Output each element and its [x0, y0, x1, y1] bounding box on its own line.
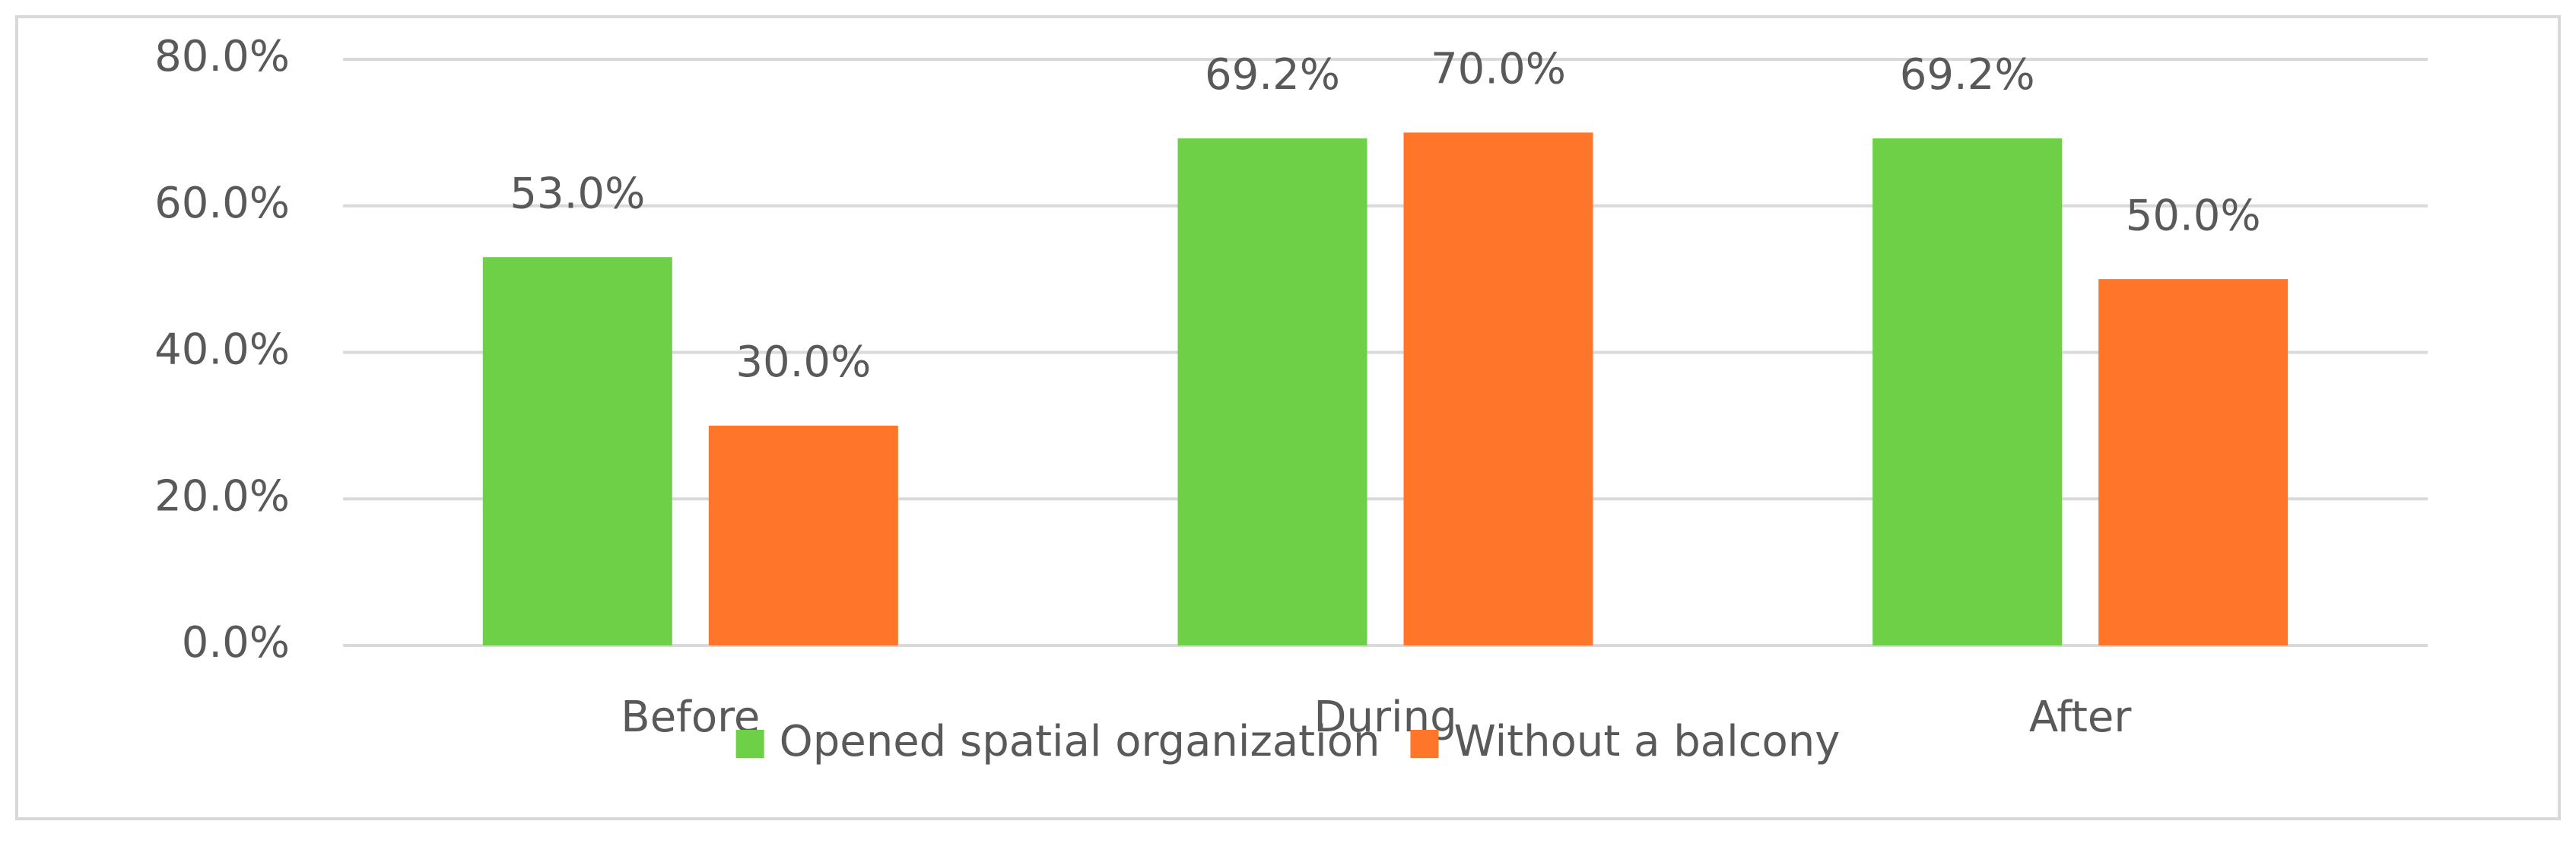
bar: [1403, 132, 1593, 645]
y-tick-label: 20.0%: [154, 471, 290, 521]
value-label: 53.0%: [510, 169, 645, 218]
value-label: 69.2%: [1900, 50, 2035, 100]
y-tick-label: 60.0%: [154, 179, 290, 228]
x-tick-label: After: [2029, 693, 2132, 742]
legend-marker: [735, 730, 764, 758]
bar: [1872, 138, 2063, 645]
bar: [708, 425, 898, 645]
value-label: 69.2%: [1205, 50, 1340, 100]
value-label: 30.0%: [735, 338, 871, 387]
bar: [482, 257, 672, 645]
value-label: 70.0%: [1431, 45, 1566, 94]
y-tick-label: 80.0%: [154, 32, 290, 81]
bar: [1177, 138, 1367, 645]
legend-label: Opened spatial organization: [780, 717, 1380, 766]
legend-marker: [1410, 730, 1439, 758]
legend-label: Without a balcony: [1453, 717, 1840, 766]
y-tick-label: 40.0%: [154, 325, 290, 375]
y-tick-label: 0.0%: [182, 618, 290, 667]
value-label: 50.0%: [2126, 191, 2261, 240]
bar: [2098, 279, 2289, 645]
